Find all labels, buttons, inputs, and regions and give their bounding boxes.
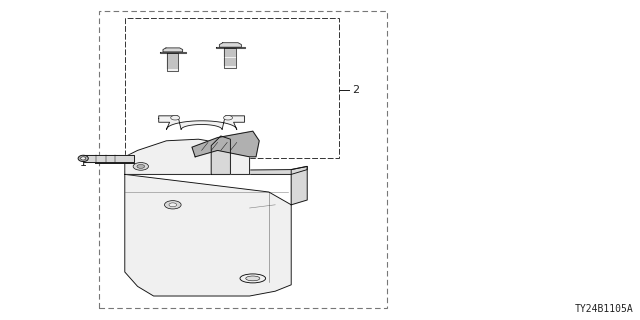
Circle shape <box>223 116 232 120</box>
Text: TY24B1105A: TY24B1105A <box>575 304 634 314</box>
Ellipse shape <box>78 155 88 162</box>
Polygon shape <box>216 47 244 48</box>
Polygon shape <box>291 166 307 205</box>
Text: 2: 2 <box>352 84 359 95</box>
Polygon shape <box>125 139 250 174</box>
Polygon shape <box>168 53 178 71</box>
Polygon shape <box>125 174 291 296</box>
Ellipse shape <box>246 276 260 281</box>
Ellipse shape <box>81 157 86 160</box>
Polygon shape <box>225 48 236 68</box>
Circle shape <box>171 116 180 120</box>
Polygon shape <box>211 136 230 174</box>
Polygon shape <box>159 116 244 130</box>
Polygon shape <box>220 43 241 47</box>
Circle shape <box>164 201 181 209</box>
Polygon shape <box>83 155 134 162</box>
Text: 1: 1 <box>79 158 86 168</box>
Ellipse shape <box>240 274 266 283</box>
Polygon shape <box>163 48 182 52</box>
Circle shape <box>137 164 145 168</box>
Polygon shape <box>192 131 259 157</box>
Bar <box>125 18 339 158</box>
Circle shape <box>169 203 177 207</box>
Polygon shape <box>160 52 186 53</box>
Polygon shape <box>125 166 307 174</box>
Bar <box>99 11 387 308</box>
Circle shape <box>133 163 148 170</box>
